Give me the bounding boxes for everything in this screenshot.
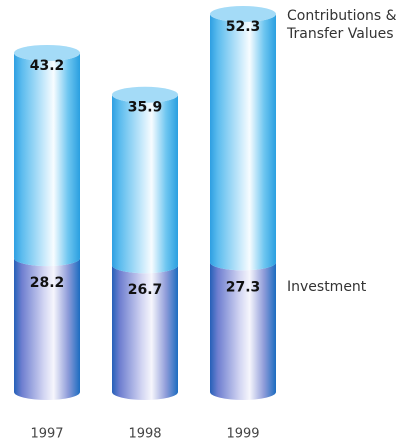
legend-label: Contributions & Transfer Values: [287, 8, 397, 42]
value-label: 43.2: [30, 58, 65, 74]
cylinder-cap: [210, 6, 276, 22]
cylinder-cap: [14, 44, 80, 61]
legend-label: Investment: [287, 279, 367, 296]
value-label: 28.2: [30, 275, 65, 291]
value-label: 35.9: [128, 100, 163, 116]
cylinder-segment: [112, 265, 178, 400]
x-tick-label: 1999: [226, 427, 259, 442]
value-label: 26.7: [128, 282, 163, 298]
value-label: 52.3: [226, 19, 261, 35]
cylinder-segment: [14, 258, 80, 400]
cylinder-segment: [210, 14, 276, 271]
x-tick-label: 1998: [128, 427, 161, 442]
cylinder-segment: [14, 52, 80, 267]
cylinder-cap: [112, 86, 178, 103]
cylinder-segment: [112, 94, 178, 274]
value-label: 27.3: [226, 279, 261, 295]
cylinder-segment: [210, 262, 276, 400]
x-tick-label: 1997: [30, 427, 63, 442]
